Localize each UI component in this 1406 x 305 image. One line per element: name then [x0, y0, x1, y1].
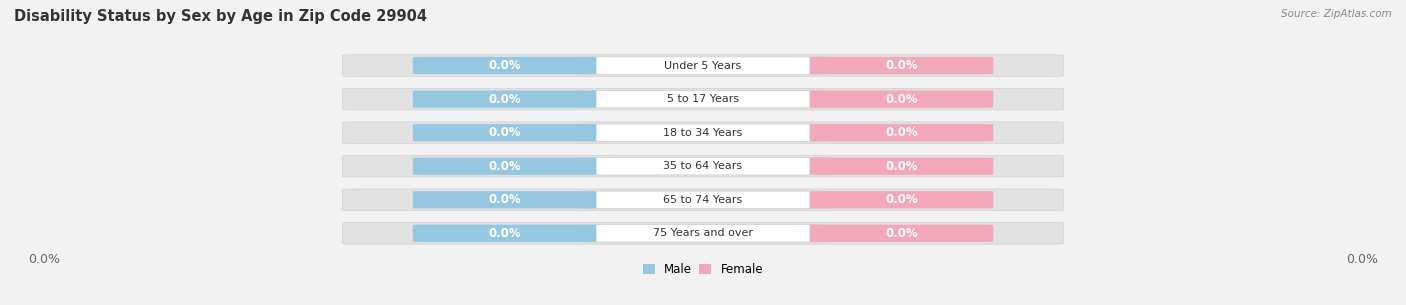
FancyBboxPatch shape [810, 191, 993, 208]
FancyBboxPatch shape [810, 158, 993, 175]
Text: 35 to 64 Years: 35 to 64 Years [664, 161, 742, 171]
Text: 0.0%: 0.0% [886, 93, 918, 106]
FancyBboxPatch shape [578, 57, 828, 74]
Text: 5 to 17 Years: 5 to 17 Years [666, 94, 740, 104]
FancyBboxPatch shape [578, 91, 828, 108]
Text: 0.0%: 0.0% [488, 59, 520, 72]
Text: 0.0%: 0.0% [488, 227, 520, 240]
FancyBboxPatch shape [343, 223, 1063, 244]
Text: Disability Status by Sex by Age in Zip Code 29904: Disability Status by Sex by Age in Zip C… [14, 9, 427, 24]
Text: 0.0%: 0.0% [886, 227, 918, 240]
FancyBboxPatch shape [343, 55, 1063, 76]
Legend: Male, Female: Male, Female [638, 258, 768, 280]
FancyBboxPatch shape [343, 189, 1063, 210]
FancyBboxPatch shape [578, 225, 828, 242]
FancyBboxPatch shape [413, 191, 596, 208]
Text: 75 Years and over: 75 Years and over [652, 228, 754, 238]
FancyBboxPatch shape [413, 124, 596, 141]
FancyBboxPatch shape [343, 122, 1063, 143]
Text: 0.0%: 0.0% [28, 253, 60, 266]
Text: 18 to 34 Years: 18 to 34 Years [664, 128, 742, 138]
FancyBboxPatch shape [810, 225, 993, 242]
FancyBboxPatch shape [413, 91, 596, 108]
Text: 65 to 74 Years: 65 to 74 Years [664, 195, 742, 205]
Text: 0.0%: 0.0% [488, 126, 520, 139]
FancyBboxPatch shape [413, 57, 596, 74]
FancyBboxPatch shape [413, 158, 596, 175]
Text: Source: ZipAtlas.com: Source: ZipAtlas.com [1281, 9, 1392, 19]
FancyBboxPatch shape [578, 124, 828, 141]
Text: 0.0%: 0.0% [886, 160, 918, 173]
Text: 0.0%: 0.0% [886, 126, 918, 139]
FancyBboxPatch shape [413, 225, 596, 242]
Text: Under 5 Years: Under 5 Years [665, 61, 741, 70]
Text: 0.0%: 0.0% [886, 193, 918, 206]
FancyBboxPatch shape [810, 57, 993, 74]
Text: 0.0%: 0.0% [488, 160, 520, 173]
FancyBboxPatch shape [343, 88, 1063, 110]
Text: 0.0%: 0.0% [1346, 253, 1378, 266]
FancyBboxPatch shape [810, 91, 993, 108]
Text: 0.0%: 0.0% [886, 59, 918, 72]
FancyBboxPatch shape [343, 156, 1063, 177]
FancyBboxPatch shape [810, 124, 993, 141]
FancyBboxPatch shape [578, 191, 828, 208]
Text: 0.0%: 0.0% [488, 193, 520, 206]
Text: 0.0%: 0.0% [488, 93, 520, 106]
FancyBboxPatch shape [578, 158, 828, 175]
